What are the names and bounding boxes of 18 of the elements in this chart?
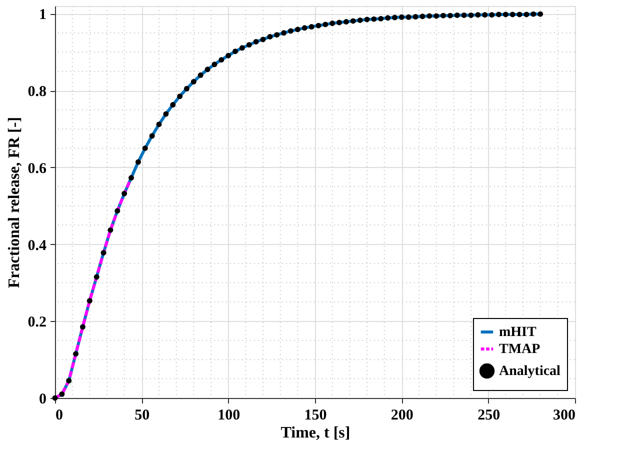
x-axis-title: Time, t [s]	[280, 424, 350, 442]
y-tick-label: 1	[39, 7, 46, 24]
x-tick-label: 300	[553, 408, 576, 424]
y-axis-title: Fractional release, FR [-]	[6, 116, 23, 288]
y-tick-label: 0	[39, 392, 46, 408]
x-tick-label: 250	[478, 408, 500, 424]
legend-label: TMAP	[499, 342, 541, 357]
x-tick-label: 0	[56, 408, 63, 424]
y-tick-label: 0.2	[28, 314, 46, 331]
x-tick-label: 100	[218, 408, 240, 424]
legend-label: Analytical	[499, 364, 561, 379]
x-tick-label: 150	[304, 408, 327, 424]
y-tick-label: 0.8	[28, 84, 46, 100]
y-tick-label: 0.4	[28, 238, 47, 254]
x-tick-label: 200	[390, 408, 414, 424]
y-tick-label: 0.6	[28, 160, 47, 177]
x-tick-label: 50	[134, 408, 150, 424]
legend-label: mHIT	[499, 325, 537, 340]
